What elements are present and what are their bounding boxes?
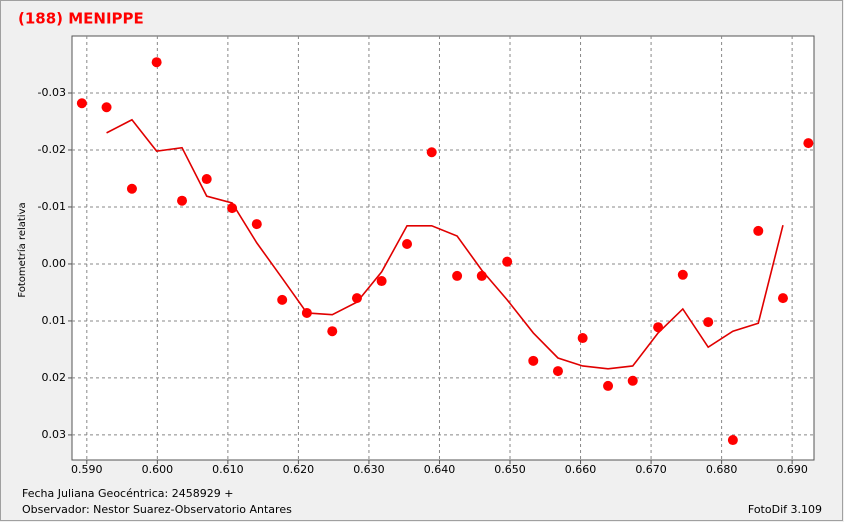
data-point	[753, 225, 764, 236]
data-point	[703, 317, 714, 328]
x-tick-label: 0.590	[71, 463, 103, 476]
x-tick-label: 0.640	[424, 463, 456, 476]
x-tick-label: 0.690	[776, 463, 808, 476]
data-point	[76, 98, 87, 109]
x-tick-label: 0.630	[353, 463, 385, 476]
data-point	[502, 256, 513, 267]
x-tick-label: 0.680	[706, 463, 738, 476]
data-point	[251, 219, 262, 230]
y-tick-label: 0.02	[42, 371, 67, 384]
y-tick-label: -0.01	[38, 200, 66, 213]
y-tick-label: -0.02	[38, 143, 66, 156]
data-point	[327, 326, 338, 337]
data-point	[627, 375, 638, 386]
software: FotoDif 3.109	[748, 503, 822, 516]
data-point	[177, 195, 188, 206]
x-tick-label: 0.620	[283, 463, 315, 476]
data-point	[552, 366, 563, 377]
data-point	[777, 293, 788, 304]
data-point	[803, 138, 814, 149]
y-axis-label: Fotometría relativa	[16, 202, 28, 297]
data-point	[402, 239, 413, 250]
x-tick-label: 0.650	[494, 463, 526, 476]
data-point	[101, 102, 112, 113]
data-point	[677, 269, 688, 280]
y-tick-label: 0.00	[42, 257, 67, 270]
data-point	[126, 183, 137, 194]
x-tick-label: 0.600	[142, 463, 174, 476]
y-tick-label: -0.03	[38, 86, 66, 99]
y-tick-label: 0.03	[42, 428, 67, 441]
chart-title: (188) MENIPPE	[18, 10, 144, 28]
data-point	[603, 380, 614, 391]
data-point	[426, 147, 437, 158]
data-point	[452, 270, 463, 281]
data-point	[653, 322, 664, 333]
data-point	[476, 270, 487, 281]
data-point	[528, 355, 539, 366]
plot-area	[71, 35, 815, 461]
data-point	[727, 435, 738, 446]
data-point	[376, 276, 387, 287]
x-tick-label: 0.610	[212, 463, 244, 476]
observer: Observador: Nestor Suarez-Observatorio A…	[22, 503, 292, 516]
data-point	[351, 293, 362, 304]
x-tick-label: 0.670	[635, 463, 667, 476]
x-axis-label: Fecha Juliana Geocéntrica: 2458929 +	[22, 487, 233, 500]
data-point	[277, 294, 288, 305]
data-point	[301, 307, 312, 318]
data-point	[227, 203, 238, 214]
data-point	[577, 333, 588, 344]
data-point	[201, 174, 212, 185]
y-tick-label: 0.01	[42, 314, 67, 327]
x-tick-label: 0.660	[565, 463, 597, 476]
data-point	[151, 57, 162, 68]
fit-curve	[106, 118, 784, 370]
